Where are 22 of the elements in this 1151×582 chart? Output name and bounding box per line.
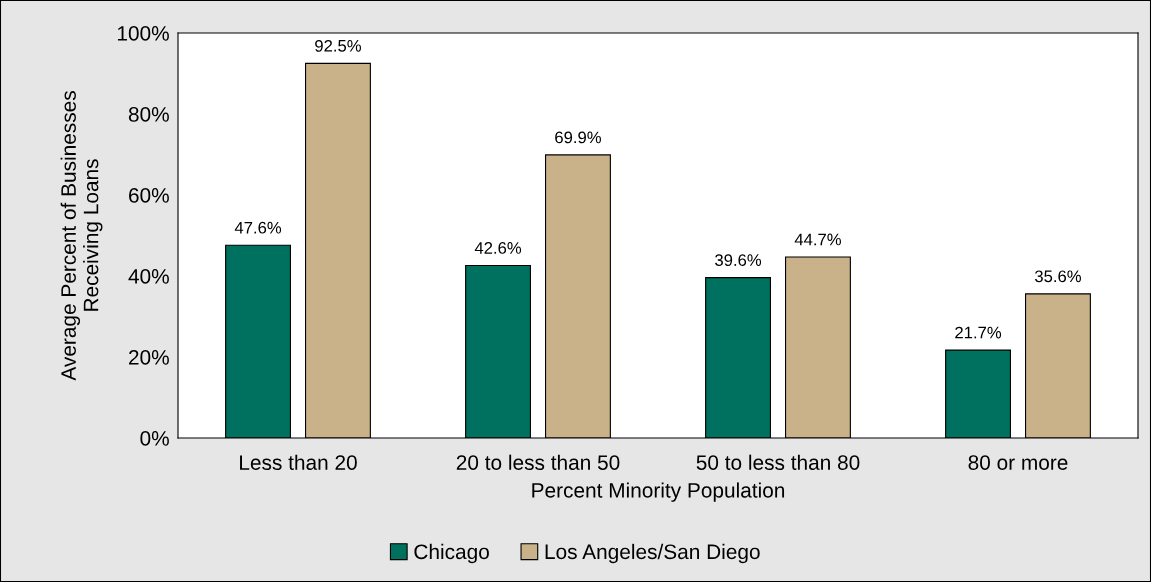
- data-label: 47.6%: [234, 221, 282, 234]
- y-axis-title: Average Percent of Businesses Receiving Loans: [60, 91, 103, 381]
- y-tick-label: 80%: [128, 107, 169, 122]
- data-label: 21.7%: [955, 326, 1002, 339]
- x-tick-label: 20 to less than 50: [456, 454, 620, 470]
- y-tick-label: 40%: [128, 269, 169, 284]
- data-label: 69.9%: [555, 131, 601, 144]
- legend-label: Los Angeles/San Diego: [545, 543, 760, 564]
- data-label: 42.6%: [474, 242, 522, 254]
- x-axis-title: Percent Minority Population: [532, 482, 785, 502]
- data-label: 92.5%: [315, 39, 361, 52]
- y-tick-label: 60%: [129, 188, 169, 203]
- data-label: 44.7%: [794, 233, 841, 246]
- y-tick-label: 20%: [129, 350, 169, 365]
- data-label: 39.6%: [715, 254, 762, 266]
- data-label: 35.6%: [1034, 270, 1081, 283]
- legend-label: Chicago: [414, 543, 489, 564]
- y-tick-label: 100%: [117, 26, 169, 41]
- x-tick-label: 80 or more: [968, 455, 1068, 470]
- y-tick-label: 0%: [140, 431, 169, 446]
- x-tick-label: 50 to less than 80: [696, 454, 860, 470]
- x-tick-label: Less than 20: [240, 454, 357, 470]
